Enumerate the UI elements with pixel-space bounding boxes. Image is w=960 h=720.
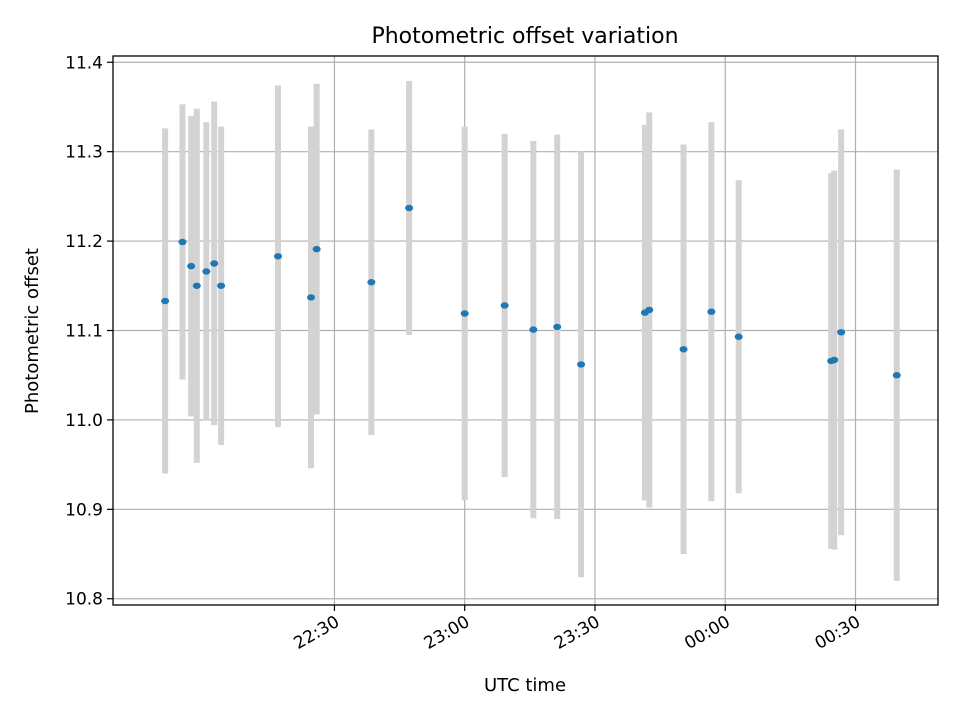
data-point xyxy=(734,333,743,340)
y-tick-label: 10.8 xyxy=(65,590,103,610)
x-tick-label: 22:30 xyxy=(291,612,343,654)
y-axis-ticks: 10.8 10.9 11.0 11.1 11.2 11.3 11.4 xyxy=(65,53,113,610)
x-axis-ticks: 22:30 23:00 23:30 00:00 00:30 xyxy=(291,605,864,654)
data-point xyxy=(553,323,562,331)
y-axis-label: Photometric offset xyxy=(22,248,43,414)
data-point xyxy=(178,238,187,246)
data-point xyxy=(312,245,321,253)
data-point xyxy=(217,282,226,289)
y-tick-label: 11.4 xyxy=(65,53,103,73)
x-tick-label: 00:00 xyxy=(681,612,733,654)
data-point xyxy=(367,279,376,286)
x-tick-label: 23:30 xyxy=(551,612,603,654)
data-point xyxy=(405,204,414,212)
chart-title: Photometric offset variation xyxy=(371,24,678,49)
data-point xyxy=(645,306,654,314)
data-point xyxy=(161,297,170,305)
data-point xyxy=(707,308,716,315)
y-tick-label: 10.9 xyxy=(65,500,103,520)
data-point xyxy=(187,262,196,270)
data-point xyxy=(529,326,538,333)
data-point xyxy=(210,260,219,267)
y-tick-label: 11.1 xyxy=(65,322,103,342)
data-point xyxy=(460,310,469,317)
data-point xyxy=(307,294,315,301)
data-point xyxy=(274,253,282,260)
data-point xyxy=(892,372,901,379)
data-point xyxy=(830,356,839,364)
data-point xyxy=(679,346,688,353)
x-tick-label: 23:00 xyxy=(421,612,473,654)
data-points xyxy=(161,204,901,379)
data-point xyxy=(192,282,201,289)
y-tick-label: 11.2 xyxy=(65,232,103,252)
y-tick-label: 11.3 xyxy=(65,143,103,163)
x-tick-label: 00:30 xyxy=(812,612,864,654)
data-point xyxy=(577,361,586,368)
data-point xyxy=(202,268,211,275)
x-axis-label: UTC time xyxy=(484,675,566,696)
grid-lines xyxy=(113,56,938,605)
y-tick-label: 11.0 xyxy=(65,411,103,431)
data-point xyxy=(500,302,509,309)
data-point xyxy=(837,329,846,336)
